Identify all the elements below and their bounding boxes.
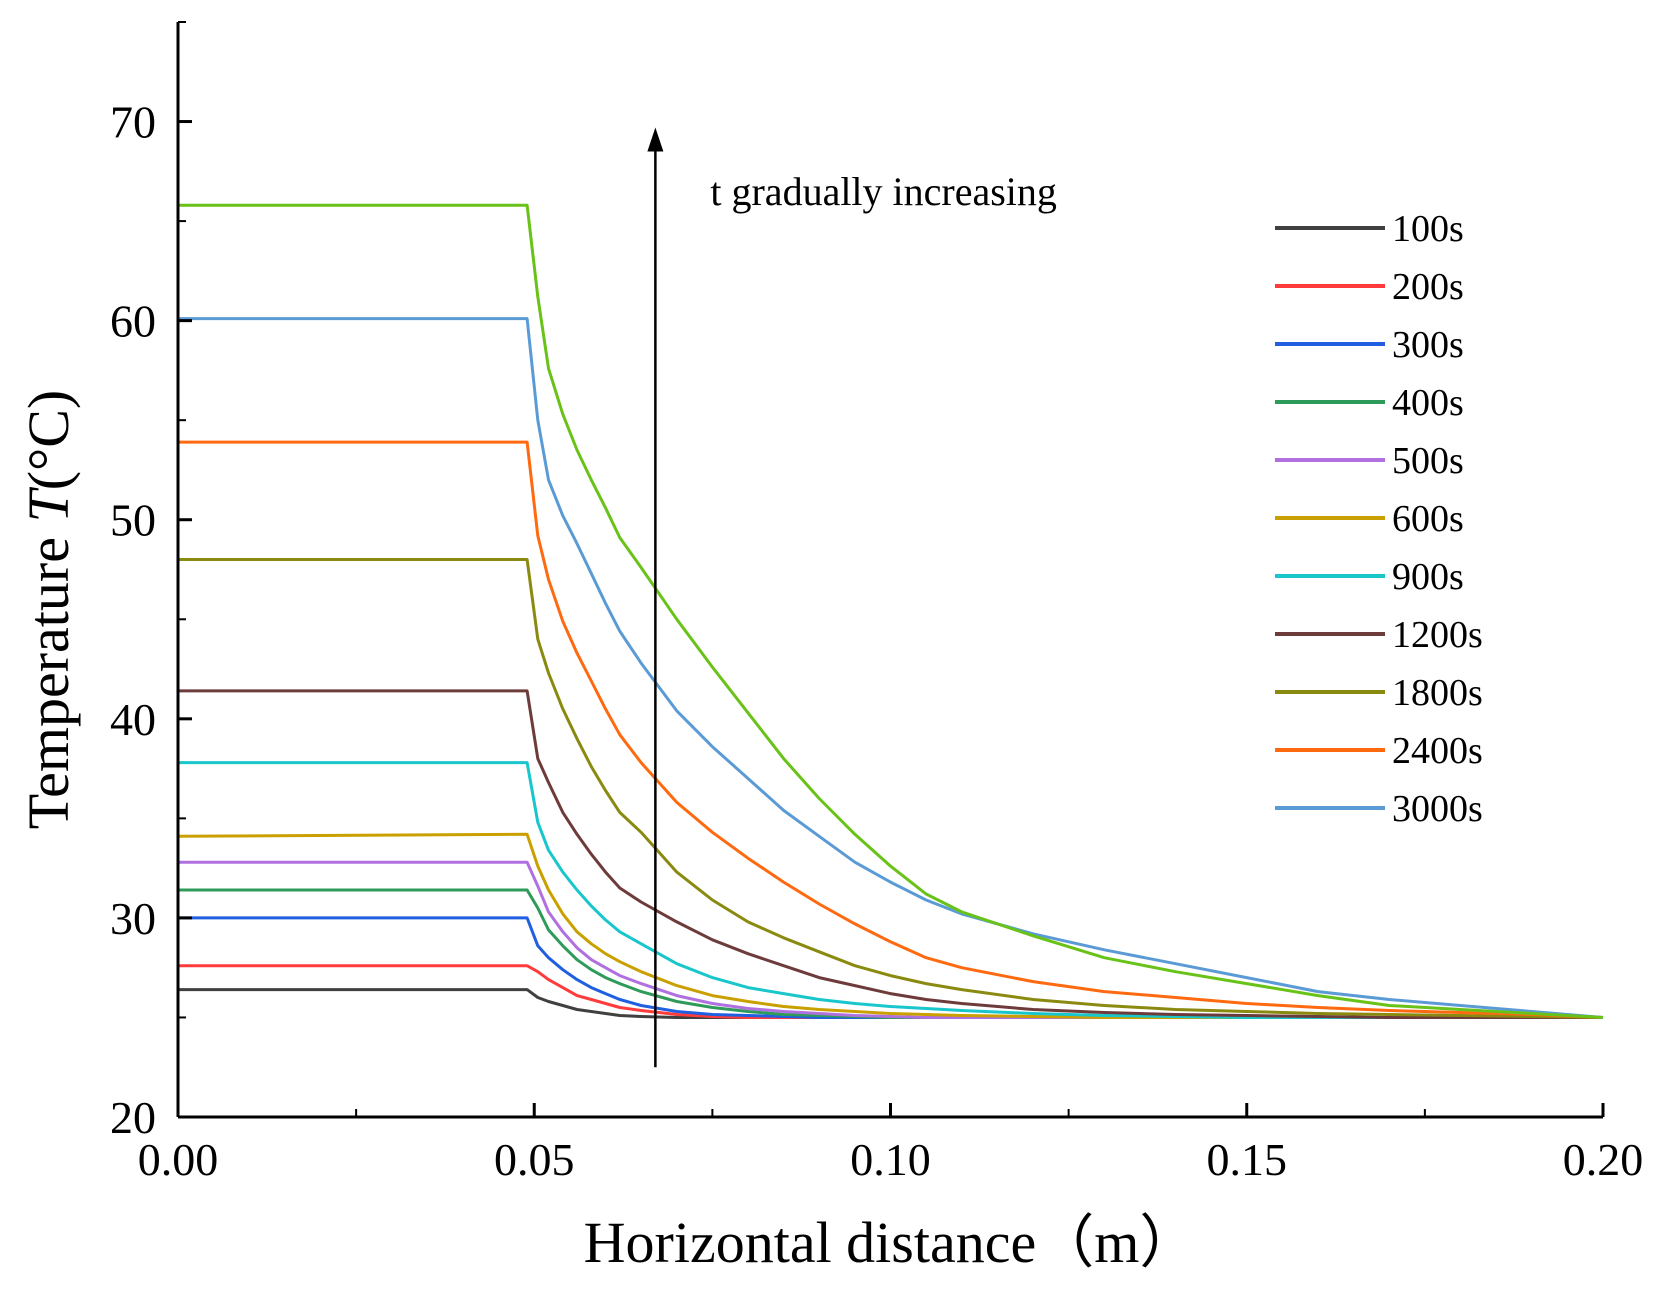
x-ticks: 0.00 0.05 0.10 0.15 0.20 [138,1103,1644,1185]
y-axis-title-prefix: Temperature [16,523,81,830]
legend-label: 1800s [1392,672,1483,714]
legend-label: 2400s [1392,730,1483,772]
y-tick-label: 30 [110,893,156,944]
x-tick-label: 0.10 [850,1134,931,1185]
legend-label: 200s [1392,266,1464,308]
legend: 100s 200s 300s 400s 500s 600s 900s 1200s 1800s 24… [1275,208,1483,830]
plot-lines [177,203,1604,1019]
y-axis-title-unit: (°C) [16,390,81,491]
y-tick-label: 40 [110,694,156,745]
legend-label: 600s [1392,498,1464,540]
annotation-text: t gradually increasing [710,169,1057,214]
y-tick-label: 20 [110,1092,156,1143]
y-axis-title: Temperature T(°C) [16,390,81,830]
x-tick-label: 0.00 [138,1134,219,1185]
y-ticks: 20 30 40 50 60 70 [110,21,192,1143]
series-line-300s [178,916,1603,1019]
series-line-1200s [178,689,1603,1019]
x-tick-label: 0.05 [494,1134,575,1185]
y-tick-label: 70 [110,97,156,148]
legend-label: 100s [1392,208,1464,250]
y-axis-title-variable: T [16,487,81,523]
legend-label: 900s [1392,556,1464,598]
x-tick-label: 0.20 [1563,1134,1644,1185]
legend-label: 3000s [1392,788,1483,830]
legend-label: 1200s [1392,614,1483,656]
y-tick-label: 60 [110,296,156,347]
series-line-3000s_top [178,203,1604,1019]
x-axis-title: Horizontal distance（m） [584,1210,1198,1275]
legend-label: 400s [1392,382,1464,424]
y-tick-label: 50 [110,495,156,546]
series-line-3000s [178,317,1604,1019]
series-line-1800s [178,558,1604,1019]
legend-label: 500s [1392,440,1464,482]
x-tick-label: 0.15 [1207,1134,1288,1185]
legend-label: 300s [1392,324,1464,366]
annotation: t gradually increasing [647,127,1057,1068]
annotation-arrowhead [647,127,664,152]
series-line-2400s [178,440,1604,1019]
